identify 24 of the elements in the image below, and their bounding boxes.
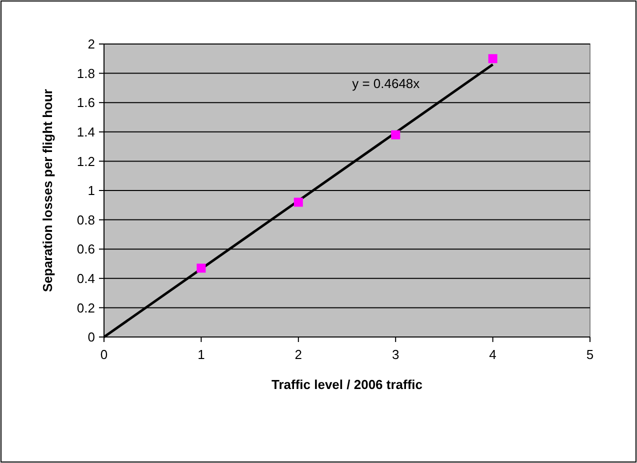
annotation: y = 0.4648x [352,76,420,91]
x-tick-label: 2 [294,347,302,362]
y-tick-label: 0 [88,330,95,345]
y-tick-label: 1.2 [76,154,95,169]
y-tick-label: 0.6 [76,242,95,257]
x-tick-label: 3 [392,347,400,362]
y-tick-label: 2 [88,36,95,52]
y-tick-label: 0.8 [76,212,95,228]
point [294,198,303,207]
y-tick-label: 0.2 [76,300,95,316]
y-tick-label: 1.8 [76,66,95,81]
y-tick-label: 0.4 [76,270,95,286]
point [488,54,498,64]
y-axis-title: Separation losses per flight hour [40,89,55,292]
x-tick-label: 0 [100,347,108,362]
y-tick-label: 1.6 [76,95,95,110]
point [196,264,206,273]
x-tick-label: 4 [489,347,496,362]
y-tick-label: 1 [88,183,95,198]
y-tick-label: 1.4 [76,124,95,140]
x-tick-label: 5 [586,347,594,362]
point [391,130,400,140]
x-axis-title: Traffic level / 2006 traffic [271,377,423,392]
x-tick-label: 1 [198,347,205,362]
